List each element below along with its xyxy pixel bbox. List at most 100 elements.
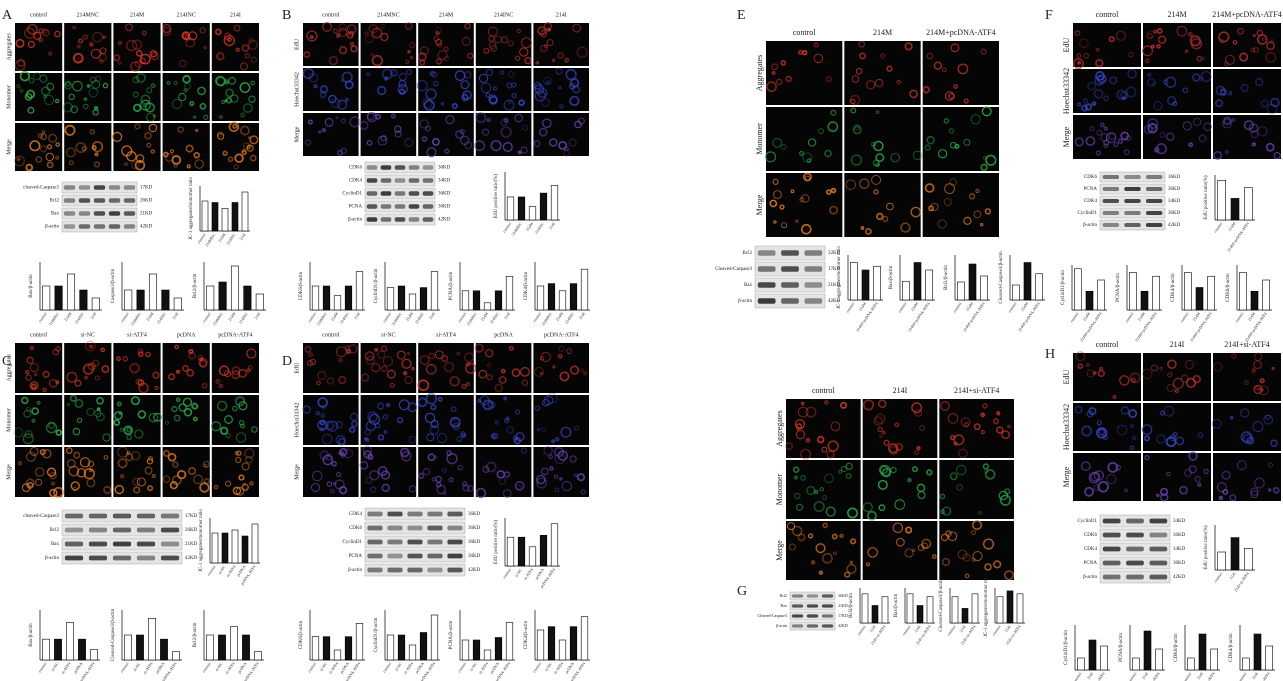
- bar-chart: CyclinD1/β-actincontrolsi-NCsi-ATF4pcDNA…: [374, 610, 440, 681]
- x-label: control: [1237, 671, 1248, 681]
- micrograph: [15, 123, 62, 171]
- bar: [345, 286, 352, 310]
- column-label: si-ATF4: [436, 332, 456, 338]
- x-label: si-NC: [50, 661, 60, 672]
- x-label: control: [201, 311, 212, 324]
- x-label: 214I: [1086, 671, 1095, 680]
- blot-band: [423, 165, 434, 169]
- bar: [174, 298, 181, 310]
- chart-title: Bax/β-actin: [894, 593, 899, 617]
- bar: [495, 638, 502, 661]
- bar: [1129, 273, 1136, 311]
- blot-size: 34KD: [1168, 199, 1181, 204]
- panel-letter: A: [2, 8, 13, 23]
- blot-label: CyclinD1: [1078, 519, 1098, 524]
- bar-chart: JC-1 aggregates/monomer ratiocontrol214I…: [984, 573, 1025, 645]
- bar: [862, 270, 869, 300]
- blot-band: [423, 178, 434, 182]
- blot-band: [161, 556, 179, 561]
- column-label: pcDNA-ATF4: [544, 332, 578, 338]
- blot-band: [367, 217, 378, 221]
- blot-band: [427, 540, 442, 545]
- chart-title: Caspase3/β-actin: [111, 268, 116, 303]
- chart-title: JC-1 aggregates/monomer ratio: [837, 245, 842, 309]
- micrograph: [1213, 23, 1281, 67]
- x-label: si-ATF4: [522, 567, 534, 581]
- blot-band: [94, 224, 105, 228]
- chart-title: JC-1 aggregates/monomer ratio: [984, 573, 989, 637]
- bar: [345, 637, 352, 660]
- blot-band: [109, 224, 120, 228]
- blot-band: [367, 526, 382, 531]
- bar: [356, 623, 363, 660]
- bar-chart: Cleaved-Caspase3/β-actincontrol214I214I+…: [939, 579, 980, 646]
- bar: [431, 272, 438, 310]
- chart-title: Bcl2/β-actin: [193, 622, 198, 647]
- blot-size: 42KD: [838, 623, 848, 628]
- bar: [1141, 291, 1148, 310]
- blot-band: [407, 568, 422, 573]
- x-label: control: [501, 567, 512, 580]
- bar: [518, 537, 525, 566]
- micrograph: [766, 173, 842, 237]
- x-label: si-ATF4: [225, 564, 237, 578]
- blot-label: CDK6: [1084, 533, 1098, 538]
- column-label: 214MNC: [377, 12, 400, 18]
- blot-size: 42KD: [140, 225, 153, 230]
- blot-band: [1103, 187, 1119, 191]
- bar: [1024, 263, 1031, 301]
- chart-title: Bcl2/β-actin: [849, 593, 854, 618]
- row-label: Merge: [294, 126, 300, 142]
- bar: [387, 288, 394, 310]
- bar: [537, 630, 544, 660]
- bar: [1239, 273, 1246, 311]
- chart-title: JC-1 aggregates/monomer ratio: [189, 176, 194, 240]
- x-label: 214M+pcDNA-ATF4: [962, 301, 986, 332]
- column-label: 214I: [556, 12, 567, 18]
- blot-size: 42KD: [185, 556, 198, 561]
- blot-band: [804, 298, 822, 304]
- column-label: 214INC: [494, 12, 513, 18]
- x-label: control: [952, 301, 963, 314]
- micrograph: [64, 395, 111, 445]
- x-label: 214I: [1003, 624, 1012, 633]
- x-label: pcDNA: [236, 661, 247, 674]
- blot-band: [1126, 533, 1144, 538]
- bar: [136, 635, 143, 660]
- bar: [997, 597, 1003, 623]
- bar: [1098, 280, 1105, 310]
- blot-band: [1126, 561, 1144, 566]
- blot-size: 36KD: [468, 512, 481, 517]
- column-label: control: [1096, 10, 1119, 19]
- blot-size: 36KD: [1168, 211, 1181, 216]
- row-label: Hoechst33342: [294, 403, 300, 438]
- x-label: control: [531, 661, 542, 674]
- column-label: control: [322, 332, 339, 338]
- blot-label: CDK6: [1084, 175, 1098, 180]
- bar: [1231, 538, 1239, 570]
- bar: [1184, 273, 1191, 311]
- x-label: 214MNC: [540, 311, 553, 327]
- bar: [874, 266, 881, 300]
- chart-title: JC-1 aggregates/monomer ratio: [199, 508, 204, 572]
- x-label: control: [1127, 671, 1138, 681]
- x-label: si-NC: [132, 661, 142, 672]
- x-label: 214I: [913, 624, 922, 633]
- chart-title: CyclinD1/β-actin: [1061, 270, 1066, 305]
- x-label: si-NC: [214, 661, 224, 672]
- bar: [202, 201, 208, 231]
- x-label: 214I: [428, 311, 437, 320]
- x-label: 214I: [868, 624, 877, 633]
- x-label: si-ATF4: [402, 661, 414, 675]
- bar: [981, 276, 988, 300]
- blot-band: [387, 526, 402, 531]
- bar-chart: CyclinD1/β-actincontrol214MNC214M214INC2…: [374, 262, 440, 326]
- x-label: 214M: [1246, 311, 1256, 322]
- column-label: 214INC: [177, 12, 196, 18]
- blot-band: [781, 266, 799, 272]
- blot-band: [1103, 575, 1121, 580]
- column-label: control: [1096, 340, 1119, 349]
- bar: [148, 618, 155, 660]
- blot-band: [137, 514, 155, 519]
- bar: [409, 645, 416, 660]
